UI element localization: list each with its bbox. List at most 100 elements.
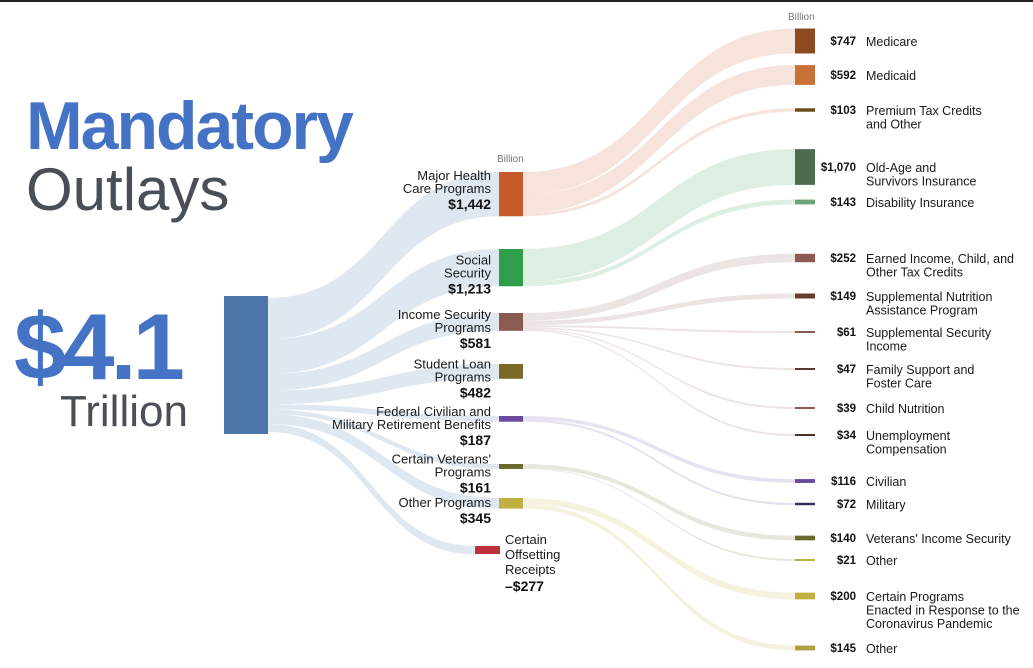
item-label: Income: [866, 340, 907, 354]
item-label: Survivors Insurance: [866, 175, 977, 189]
item-label: Supplemental Security: [866, 326, 992, 340]
category-node-major-health-care-programs: [499, 172, 523, 217]
category-name: Other Programs: [399, 495, 492, 510]
item-label: Other Tax Credits: [866, 266, 963, 280]
item-label: Foster Care: [866, 377, 932, 391]
flow-income-security-programs-to-supplemental-security-income: [523, 325, 795, 334]
flow-income-security-programs-to-child-nutrition: [523, 328, 795, 409]
category-value: $345: [460, 510, 491, 526]
category-name: Offsetting: [505, 547, 560, 562]
item-label: Coronavirus Pandemic: [866, 617, 992, 631]
flow-total-to-student-loan-programs: [268, 364, 499, 405]
item-node-disability-insurance: [795, 199, 815, 205]
right-unit-header: Billion: [788, 12, 815, 23]
item-value: $143: [830, 197, 856, 209]
item-label: Unemployment: [866, 429, 951, 443]
flow-total-to-social-security: [268, 249, 499, 374]
category-name: Major Health: [417, 168, 491, 183]
flow-total-to-income-security-programs: [268, 313, 499, 391]
flow-total-to-other-programs: [268, 414, 499, 509]
flow-major-health-care-programs-to-premium-tax-credits-and-other: [523, 108, 795, 217]
item-value: $34: [837, 430, 857, 442]
item-label: Civilian: [866, 475, 906, 489]
item-value: $39: [837, 403, 856, 415]
item-label: Enacted in Response to the: [866, 604, 1020, 618]
title: Mandatory: [26, 88, 354, 164]
item-node-other: [795, 559, 815, 561]
item-label: Assistance Program: [866, 304, 978, 318]
item-value: $200: [830, 591, 856, 603]
item-nodes: $747 Medicare $592 Medicaid $103 Premium Tax …: [795, 28, 1020, 656]
flows-category-to-item: [523, 28, 795, 651]
category-name: Certain Veterans': [392, 451, 491, 466]
category-value: $161: [460, 479, 491, 495]
flow-federal-civilian-and-military-retirement-benefits-to-military: [523, 419, 795, 506]
category-name: Military Retirement Benefits: [332, 417, 491, 432]
item-node-civilian: [795, 479, 815, 483]
item-label: Child Nutrition: [866, 402, 945, 416]
top-rule: [0, 0, 1033, 2]
flow-certain-veterans-programs-to-other: [523, 468, 795, 561]
item-label: Compensation: [866, 443, 947, 457]
item-value: $61: [837, 327, 857, 339]
item-value: $140: [830, 533, 856, 545]
category-node-other-programs: [499, 498, 523, 509]
flow-income-security-programs-to-supplemental-nutrition-assistance-program: [523, 293, 795, 326]
category-name: Care Programs: [403, 181, 492, 196]
item-value: $21: [837, 555, 857, 567]
category-node-social-security: [499, 249, 523, 287]
category-node-income-security-programs: [499, 313, 523, 331]
total-bar: [224, 296, 268, 434]
flow-total-to-major-health-care-programs: [268, 172, 499, 340]
flow-income-security-programs-to-family-support-and-foster-care: [523, 327, 795, 370]
category-value: $1,213: [448, 281, 491, 297]
item-label: Certain Programs: [866, 590, 964, 604]
category-name: Income Security: [398, 307, 492, 322]
item-label: Old-Age and: [866, 161, 936, 175]
item-value: $592: [830, 70, 856, 82]
middle-unit-header: Billion: [497, 154, 524, 165]
category-value: $187: [460, 432, 491, 448]
flow-total-to-federal-civilian-and-military-retirement-benefits: [268, 404, 499, 422]
item-node-unemployment-compensation: [795, 434, 815, 436]
item-node-certain-programs-enacted-in-response-to-the-coronavirus-pandemic: [795, 592, 815, 600]
category-name: Programs: [435, 320, 492, 335]
item-node-child-nutrition: [795, 407, 815, 409]
item-value: $116: [831, 476, 856, 488]
item-label: Supplemental Nutrition: [866, 290, 993, 304]
category-name: Certain: [505, 532, 547, 547]
item-value: $252: [830, 253, 856, 265]
item-node-supplemental-security-income: [795, 330, 815, 334]
category-value: $1,442: [448, 196, 491, 212]
item-node-premium-tax-credits-and-other: [795, 108, 815, 112]
item-label: Military: [866, 498, 906, 512]
item-label: Earned Income, Child, and: [866, 252, 1014, 266]
category-name: Receipts: [505, 562, 556, 577]
flow-major-health-care-programs-to-medicare: [523, 28, 795, 195]
item-value: $72: [837, 499, 856, 511]
category-node-certain-offsetting-receipts: [475, 546, 500, 554]
item-node-family-support-and-foster-care: [795, 368, 815, 370]
item-label: and Other: [866, 118, 922, 132]
flow-income-security-programs-to-earned-income-child-and-other-tax-credits: [523, 253, 795, 321]
category-name: Social: [456, 253, 492, 268]
item-label: Disability Insurance: [866, 196, 974, 210]
item-label: Medicaid: [866, 69, 916, 83]
category-value: $581: [460, 335, 491, 351]
item-value: $747: [830, 36, 856, 48]
item-value: $145: [830, 643, 856, 655]
category-node-certain-veterans-programs: [499, 464, 523, 469]
category-value: $482: [460, 384, 491, 400]
item-value: $1,070: [821, 162, 856, 174]
flow-federal-civilian-and-military-retirement-benefits-to-civilian: [523, 416, 795, 483]
total-unit: Trillion: [60, 387, 188, 436]
total-value: $4.1: [14, 294, 185, 399]
item-label: Medicare: [866, 35, 917, 49]
flow-certain-veterans-programs-to-veterans-income-security: [523, 464, 795, 541]
category-value: –$277: [505, 578, 544, 594]
item-node-veterans-income-security: [795, 535, 815, 541]
item-label: Premium Tax Credits: [866, 104, 982, 118]
category-name: Programs: [435, 464, 492, 479]
category-name: Federal Civilian and: [376, 404, 491, 419]
